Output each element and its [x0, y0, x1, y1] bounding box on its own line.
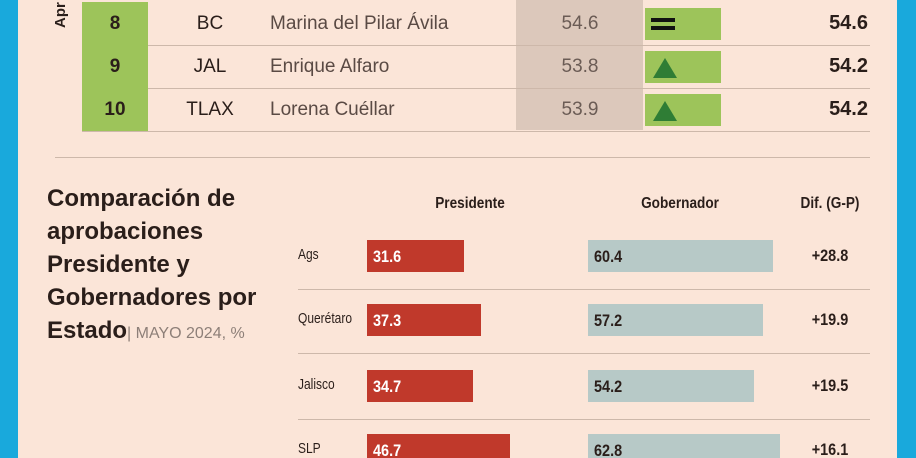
divider	[55, 157, 870, 158]
governor-bar: 62.8	[588, 434, 781, 458]
state-code: BC	[196, 13, 224, 34]
trend-bar	[645, 8, 721, 40]
governor-bar: 60.4	[588, 240, 773, 272]
president-bar: 31.6	[367, 240, 464, 272]
column-header: Gobernador	[641, 195, 719, 212]
president-bar: 46.7	[367, 434, 510, 458]
rank-cell: 9	[82, 45, 148, 88]
governor-value: 57.2	[594, 311, 623, 330]
left-border	[0, 0, 18, 458]
current-value: 54.2	[829, 55, 868, 77]
difference-value: +19.9	[811, 310, 849, 329]
state-label: Querétaro	[298, 310, 353, 327]
governor-value: 60.4	[594, 247, 623, 266]
trend-bar	[645, 51, 721, 83]
governor-bar: 57.2	[588, 304, 764, 336]
president-bar: 34.7	[367, 370, 474, 402]
rank-cell: 8	[82, 2, 148, 45]
difference-value: +28.8	[811, 246, 849, 265]
state-label: Ags	[298, 246, 319, 263]
president-value: 34.7	[373, 377, 402, 396]
governor-name: Marina del Pilar Ávila	[270, 13, 449, 34]
row-line	[82, 88, 870, 89]
previous-value: 53.9	[561, 99, 599, 120]
difference-value: +19.5	[811, 376, 849, 395]
previous-value: 53.8	[561, 56, 599, 77]
row-line	[298, 353, 870, 354]
trend-up-icon	[653, 58, 677, 78]
governor-name: Enrique Alfaro	[270, 56, 390, 77]
president-value: 31.6	[373, 247, 402, 266]
difference-value: +16.1	[811, 440, 849, 458]
previous-value: 54.6	[561, 13, 599, 34]
president-bar: 37.3	[367, 304, 482, 336]
state-label: SLP	[298, 440, 321, 457]
trend-equal-icon	[651, 18, 675, 22]
column-header: Presidente	[435, 195, 505, 212]
current-value: 54.2	[829, 98, 868, 120]
right-border	[897, 0, 916, 458]
subtitle: | MAYO 2024, %	[127, 325, 245, 342]
side-label: Apr	[52, 2, 69, 28]
president-value: 46.7	[373, 441, 402, 458]
state-code: TLAX	[186, 99, 234, 120]
row-line	[298, 419, 870, 420]
governor-value: 54.2	[594, 377, 623, 396]
trend-bar	[645, 94, 721, 126]
governor-name: Lorena Cuéllar	[270, 99, 395, 120]
trend-up-icon	[653, 101, 677, 121]
previous-column-bg	[516, 0, 643, 130]
current-value: 54.6	[829, 12, 868, 34]
president-value: 37.3	[373, 311, 402, 330]
title-text: Comparación de aprobaciones Presidente y…	[47, 185, 257, 344]
row-line	[298, 289, 870, 290]
state-label: Jalisco	[298, 376, 335, 393]
rank-cell: 10	[82, 88, 148, 131]
row-line	[82, 131, 870, 132]
trend-equal-icon	[651, 26, 675, 30]
state-code: JAL	[193, 56, 227, 77]
column-header: Dif. (G-P)	[800, 195, 860, 212]
comparison-title: Comparación de aprobaciones Presidente y…	[47, 182, 287, 347]
governor-bar: 54.2	[588, 370, 754, 402]
governor-value: 62.8	[594, 441, 623, 458]
row-line	[82, 45, 870, 46]
